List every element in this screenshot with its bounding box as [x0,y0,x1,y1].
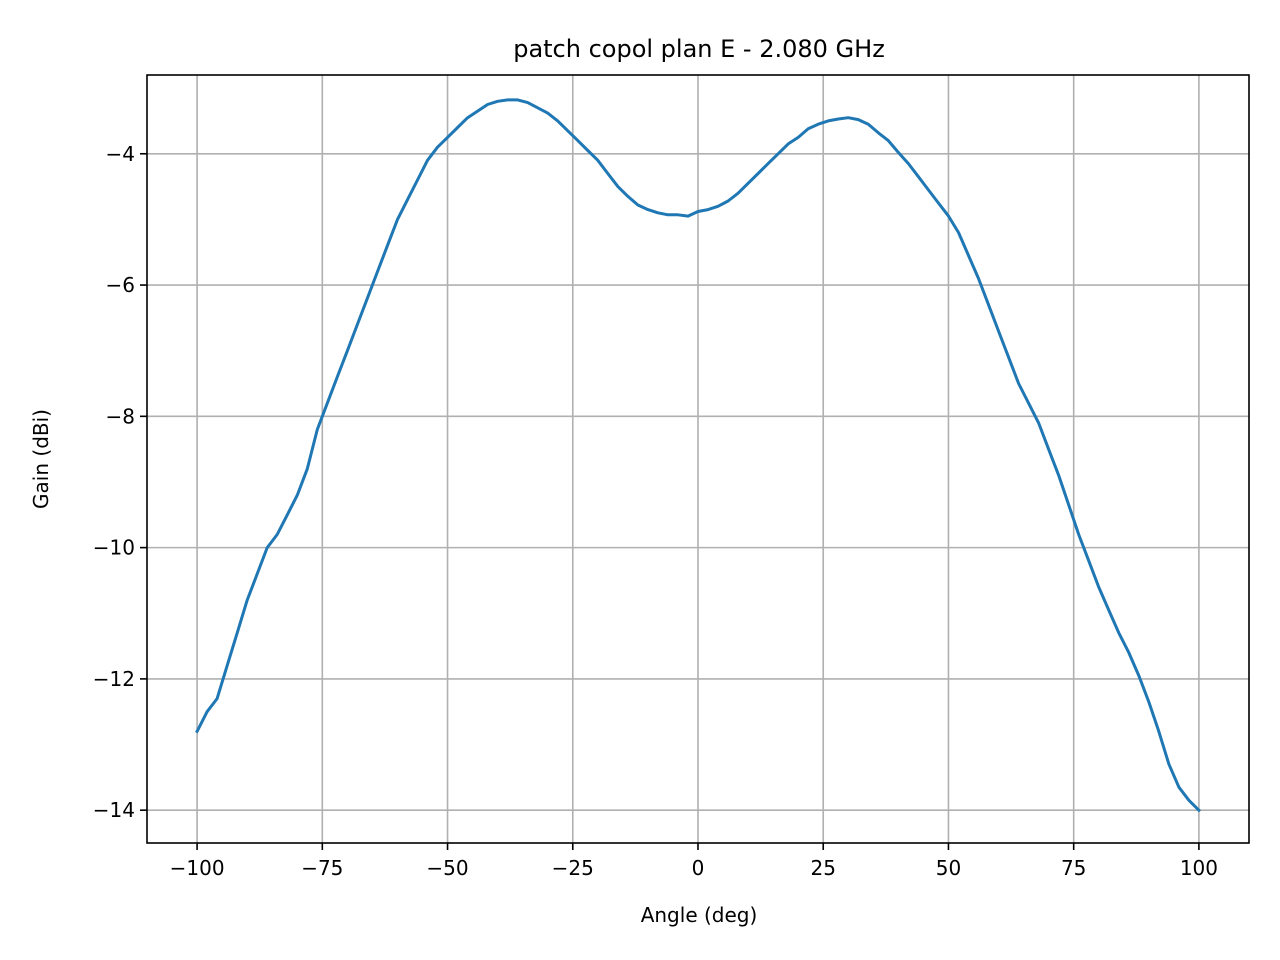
x-tick-label: −100 [170,856,225,880]
x-tick-label: 75 [1061,856,1086,880]
x-tick-label: −75 [301,856,343,880]
x-tick-label: 50 [936,856,961,880]
chart-title: patch copol plan E - 2.080 GHz [513,35,885,63]
y-axis-label: Gain (dBi) [29,409,53,509]
gain-series-line [195,98,1202,813]
x-tick-label: −25 [552,856,594,880]
x-axis-ticks: −100 −75 −50 −25 0 25 50 75 100 [170,843,1218,880]
y-tick-label: −14 [93,798,135,822]
y-axis-ticks: −14 −12 −10 −8 −6 −4 [93,142,147,822]
x-tick-label: 100 [1180,856,1218,880]
y-tick-label: −4 [106,142,135,166]
plot-area [195,98,1202,813]
y-tick-label: −12 [93,667,135,691]
grid [147,75,1249,843]
x-tick-label: 25 [811,856,836,880]
y-tick-label: −10 [93,536,135,560]
x-axis-label: Angle (deg) [641,903,758,927]
x-tick-label: −50 [426,856,468,880]
y-tick-label: −6 [106,273,135,297]
x-tick-label: 0 [692,856,705,880]
y-tick-label: −8 [106,404,135,428]
